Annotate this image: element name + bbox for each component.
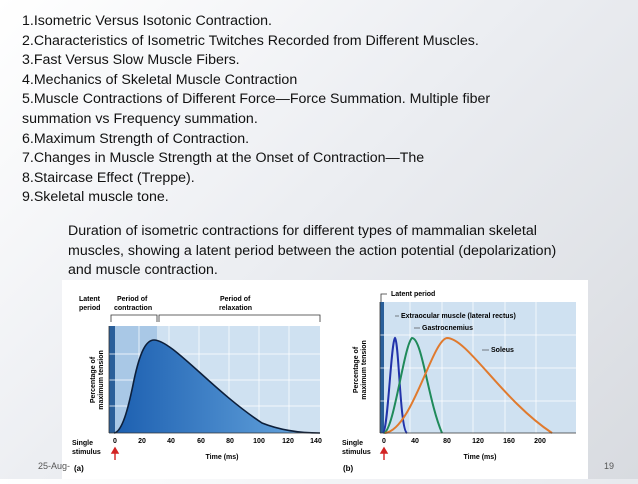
relaxation-bracket	[158, 314, 321, 322]
topic-item: summation vs Frequency summation.	[22, 110, 258, 127]
latent-label-a-1: Latent	[79, 296, 101, 303]
footer-date: 25-Aug-	[38, 461, 71, 471]
stimulus-arrow-a	[110, 446, 120, 460]
extraocular-label: Extraocular muscle (lateral rectus)	[401, 313, 516, 320]
tick-b: 40	[411, 438, 419, 445]
panel-a-ticks: 0 20 40 60 80 100 120 140	[113, 438, 322, 445]
panel-b-ticks: 0 40 80 120 160 200	[382, 438, 546, 445]
relaxation-label-1: Period of	[220, 296, 251, 303]
contraction-label-2: contraction	[114, 305, 152, 312]
tick-a: 120	[282, 438, 294, 445]
topic-item: 2.Characteristics of Isometric Twitches …	[22, 32, 479, 49]
xlabel-a: Time (ms)	[206, 454, 239, 461]
twitch-area	[114, 340, 320, 433]
tick-b: 120	[472, 438, 484, 445]
stimulus-label-b-1: Single	[342, 440, 363, 447]
topic-item: 4.Mechanics of Skeletal Muscle Contracti…	[22, 71, 298, 88]
ylabel-a-2: maximum tension	[98, 350, 105, 410]
stimulus-label-a-1: Single	[72, 440, 93, 447]
tick-a: 100	[253, 438, 265, 445]
page-number: 19	[604, 461, 615, 471]
xlabel-b: Time (ms)	[464, 454, 497, 461]
ylabel-b-1: Percentage of	[353, 346, 360, 393]
panel-a-tag: (a)	[74, 464, 84, 473]
latent-label-b: Latent period	[391, 291, 435, 298]
stimulus-arrow-b	[379, 446, 389, 460]
tick-a: 60	[197, 438, 205, 445]
topic-item: 7.Changes in Muscle Strength at the Onse…	[22, 150, 425, 167]
topic-item: 3.Fast Versus Slow Muscle Fibers.	[22, 52, 240, 69]
tick-b: 80	[443, 438, 451, 445]
contraction-label-1: Period of	[117, 296, 148, 303]
gastrocnemius-label: Gastrocnemius	[422, 325, 473, 332]
extraocular-curve	[382, 336, 408, 434]
panel-b: Latent period Extraocular muscle (latera…	[342, 291, 576, 473]
latent-label-a-2: period	[79, 305, 100, 312]
ylabel-a-1: Percentage of	[90, 356, 97, 403]
tick-a: 80	[226, 438, 234, 445]
panel-b-plot-area	[380, 302, 576, 433]
topic-item: 9.Skeletal muscle tone.	[22, 189, 169, 206]
gastrocnemius-curve	[383, 336, 443, 434]
tick-a: 0	[113, 438, 117, 445]
topic-item: 5.Muscle Contractions of Different Force…	[22, 91, 491, 108]
topic-list: 1.Isometric Versus Isotonic Contraction.…	[22, 12, 612, 208]
contraction-bracket	[110, 314, 158, 322]
tick-b: 0	[382, 438, 386, 445]
figure: Latent period Period of contraction Peri…	[62, 280, 588, 479]
soleus-label: Soleus	[491, 347, 514, 354]
twitch-curve	[113, 339, 321, 434]
panel-b-grid	[380, 302, 576, 433]
stimulus-label-a-2: stimulus	[72, 449, 101, 456]
ylabel-b-2: maximum tension	[361, 340, 368, 400]
latent-bar-a	[109, 326, 115, 433]
tick-b: 160	[503, 438, 515, 445]
tick-a: 40	[167, 438, 175, 445]
soleus-curve	[384, 336, 553, 434]
relaxation-label-2: relaxation	[219, 305, 252, 312]
figure-caption: Duration of isometric contractions for d…	[68, 223, 557, 279]
latent-bar-b	[380, 302, 384, 433]
stimulus-label-b-2: stimulus	[342, 449, 371, 456]
tick-a: 20	[138, 438, 146, 445]
topic-item: 6.Maximum Strength of Contraction.	[22, 130, 250, 147]
topic-item: 1.Isometric Versus Isotonic Contraction.	[22, 13, 272, 29]
panel-b-tag: (b)	[343, 464, 354, 473]
tick-b: 200	[534, 438, 546, 445]
topic-item: 8.Staircase Effect (Treppe).	[22, 169, 195, 186]
tick-a: 140	[310, 438, 322, 445]
panel-a: Latent period Period of contraction Peri…	[72, 296, 322, 473]
figure-svg: Latent period Period of contraction Peri…	[72, 291, 576, 473]
